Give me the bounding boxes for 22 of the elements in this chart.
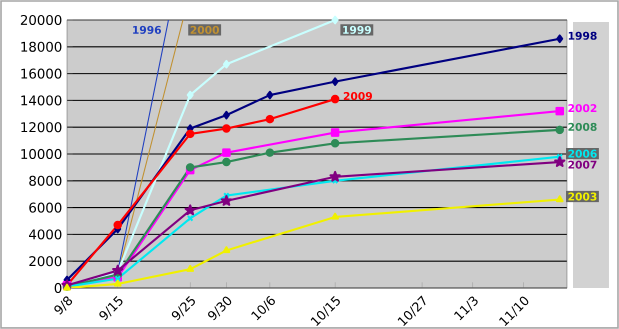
y-tick-label: 6000 — [29, 202, 62, 213]
series-label: 2000 — [190, 26, 219, 34]
series-label: 1996 — [133, 26, 162, 34]
series-label: 2009 — [344, 92, 372, 100]
y-tick-label: 14000 — [21, 95, 62, 106]
y-tick-label: 18000 — [21, 42, 62, 52]
series-label: 2007 — [568, 160, 596, 169]
y-tick-label: 0 — [54, 282, 62, 294]
series-label: 1999 — [343, 26, 371, 34]
y-tick-label: 20000 — [20, 14, 62, 26]
series-label: 2002 — [568, 104, 596, 112]
y-tick-label: 16000 — [21, 68, 62, 79]
series-label: 1998 — [568, 32, 597, 40]
y-tick-label: 8000 — [29, 176, 62, 186]
y-tick-label: 2000 — [29, 256, 62, 266]
y-tick-label: 10000 — [21, 148, 62, 160]
y-tick-label: 12000 — [21, 122, 62, 132]
series-label: 2003 — [568, 192, 596, 201]
x-tick-label: 9/8 — [54, 296, 72, 315]
series-label: 2008 — [568, 122, 597, 131]
series-label: 2006 — [568, 150, 597, 158]
y-tick-label: 4000 — [29, 229, 62, 240]
